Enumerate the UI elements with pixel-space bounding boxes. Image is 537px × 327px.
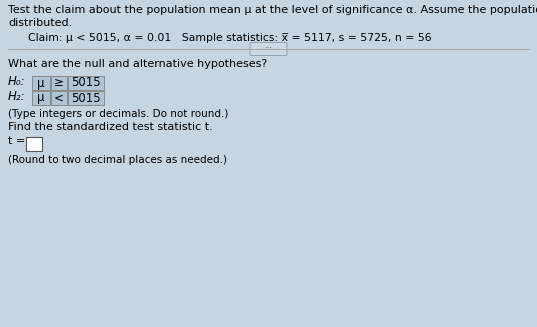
Text: ···: ··· (265, 44, 272, 54)
Text: What are the null and alternative hypotheses?: What are the null and alternative hypoth… (8, 59, 267, 69)
Text: 5015: 5015 (71, 92, 101, 105)
Text: ≥: ≥ (54, 77, 64, 90)
Text: (Round to two decimal places as needed.): (Round to two decimal places as needed.) (8, 155, 227, 165)
Text: H₀:: H₀: (8, 75, 26, 88)
Text: <: < (54, 92, 64, 105)
Text: H₂:: H₂: (8, 90, 26, 103)
FancyBboxPatch shape (250, 43, 287, 56)
Text: 5015: 5015 (71, 77, 101, 90)
Text: distributed.: distributed. (8, 18, 72, 28)
FancyBboxPatch shape (32, 76, 50, 90)
Text: Find the standardized test statistic t.: Find the standardized test statistic t. (8, 122, 213, 132)
FancyBboxPatch shape (32, 91, 50, 105)
Text: μ: μ (37, 77, 45, 90)
Text: Claim: μ < 5015, α = 0.01   Sample statistics: x̅ = 5117, s = 5725, n = 56: Claim: μ < 5015, α = 0.01 Sample statist… (28, 33, 432, 43)
FancyBboxPatch shape (51, 76, 67, 90)
Text: (Type integers or decimals. Do not round.): (Type integers or decimals. Do not round… (8, 109, 228, 119)
Text: μ: μ (37, 92, 45, 105)
FancyBboxPatch shape (26, 137, 42, 151)
Text: t =: t = (8, 136, 29, 146)
FancyBboxPatch shape (68, 91, 104, 105)
FancyBboxPatch shape (68, 76, 104, 90)
FancyBboxPatch shape (51, 91, 67, 105)
Text: Test the claim about the population mean μ at the level of significance α. Assum: Test the claim about the population mean… (8, 5, 537, 15)
